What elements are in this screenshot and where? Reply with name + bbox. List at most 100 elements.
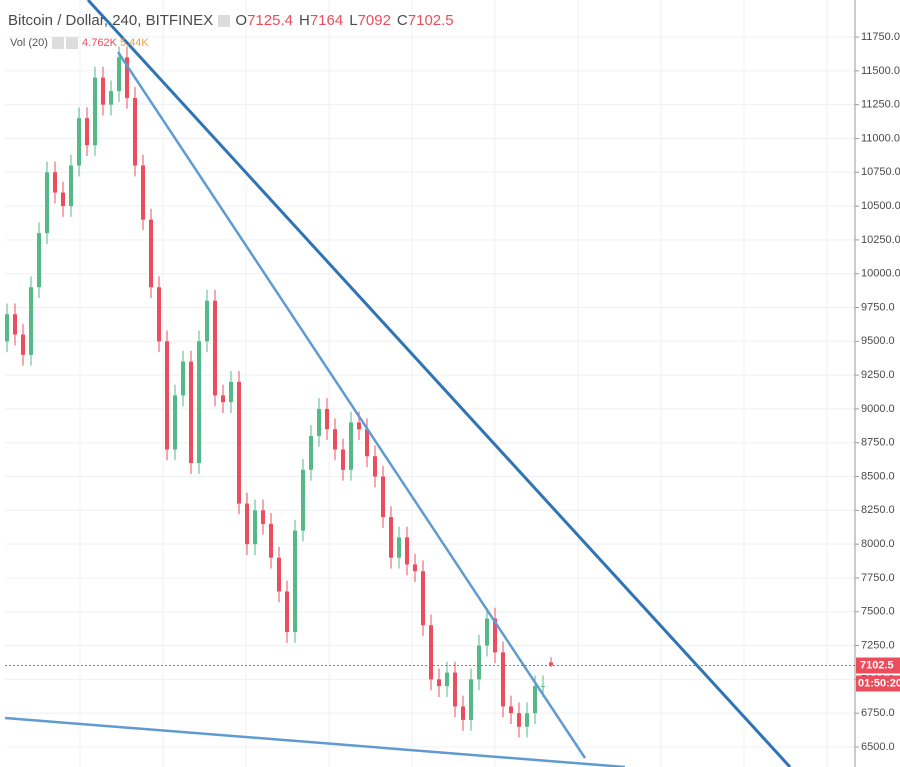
candle-body (317, 408, 321, 436)
candle-body (245, 503, 249, 545)
candle-body (453, 672, 457, 707)
candle-body (277, 557, 281, 592)
candle-body (77, 118, 81, 166)
candle-body (397, 537, 401, 558)
candle-body (341, 449, 345, 470)
candle-body (461, 706, 465, 720)
candle-body (365, 429, 369, 457)
candle-body (133, 97, 137, 166)
price-axis: 6500.06750.07000.07250.07500.07750.08000… (5, 31, 900, 753)
y-tick-label: 8000.0 (861, 538, 895, 550)
trend-line (4, 716, 626, 767)
candle-body (29, 287, 33, 355)
candle-body (173, 395, 177, 450)
y-tick-label: 8750.0 (861, 437, 895, 449)
y-tick-label: 10750.0 (861, 166, 900, 178)
candle-body (85, 118, 89, 146)
candle-body (125, 57, 129, 98)
volume-value: 4.762K (82, 37, 117, 49)
legend-value: 7164 (309, 12, 344, 29)
legend-key: H (298, 12, 310, 29)
y-tick-label: 10250.0 (861, 234, 900, 246)
legend-value: 7092 (357, 12, 391, 29)
candle-body (21, 334, 25, 355)
candle-body (413, 564, 417, 572)
trend-line (86, 0, 792, 767)
y-tick-label: 11750.0 (861, 31, 900, 43)
candle-body (469, 679, 473, 720)
candle-body (205, 300, 209, 342)
candle-body (45, 172, 49, 234)
candle-body (37, 233, 41, 288)
y-tick-label: 7500.0 (861, 606, 895, 618)
candle-body (373, 456, 377, 477)
y-tick-label: 8500.0 (861, 470, 895, 482)
candle-body (229, 381, 233, 403)
candle-body (309, 435, 313, 470)
candle-body (437, 679, 441, 687)
candle-body (149, 219, 153, 288)
candle-body (269, 523, 273, 558)
y-tick-label: 6750.0 (861, 707, 895, 719)
y-tick-label: 9250.0 (861, 369, 895, 381)
candle-body (117, 57, 121, 92)
candle-body (157, 287, 161, 342)
y-tick-label: 11000.0 (861, 132, 900, 144)
candle-body (61, 192, 65, 207)
candle-body (221, 395, 225, 403)
volume-name: Vol (20) (10, 37, 48, 49)
candle-body (429, 625, 433, 680)
header: Bitcoin / Dollar, 240, BITFINEX O7125.4 H… (8, 12, 460, 29)
candle-body (485, 618, 489, 646)
y-tick-label: 9750.0 (861, 301, 895, 313)
candle-body (325, 408, 329, 430)
legend-key: C (396, 12, 408, 29)
candles (5, 46, 553, 738)
candle-body (181, 361, 185, 396)
icon[interactable] (51, 37, 64, 50)
candle-body (109, 91, 113, 105)
volume-ma: 5.44K (119, 37, 149, 49)
candle-body (165, 341, 169, 450)
candle-body (197, 341, 201, 464)
y-tick-label: 10000.0 (861, 268, 900, 280)
candle-body (389, 517, 393, 558)
candle-body (509, 706, 513, 714)
candle-body (141, 165, 145, 220)
candle-body (101, 77, 105, 105)
candle-body (541, 686, 545, 688)
candle-body (189, 361, 193, 464)
candle-body (501, 652, 505, 707)
candle-body (525, 713, 529, 727)
candle-body (69, 165, 73, 207)
candle-body (253, 510, 257, 545)
candle-body (421, 571, 425, 626)
last-price-label: 7102.5 (860, 659, 894, 671)
candle-body (237, 381, 241, 504)
candle-body (5, 314, 9, 342)
y-tick-label: 9500.0 (861, 335, 895, 347)
candle-body (333, 429, 337, 450)
volume-legend: Vol (20) 4.762K 5.44K (10, 37, 149, 50)
last-price-tag (856, 657, 900, 674)
legend-key: O (235, 12, 248, 29)
candle-body (213, 300, 217, 396)
legend-value: 7102.5 (407, 12, 454, 29)
candle-body (293, 530, 297, 633)
y-tick-label: 10500.0 (861, 200, 900, 212)
y-tick-label: 6500.0 (861, 741, 895, 753)
candle-body (405, 537, 409, 565)
candle-body (549, 662, 553, 666)
candle-body (493, 618, 497, 653)
legend-key: L (349, 12, 358, 29)
symbol: Bitcoin / Dollar, 240, BITFINEX (8, 12, 214, 29)
candle-body (477, 645, 481, 680)
candle-body (285, 591, 289, 633)
candle-body (357, 422, 361, 430)
icon[interactable] (65, 37, 78, 50)
icon[interactable] (218, 15, 231, 28)
candle-body (349, 422, 353, 470)
ohlc-legend: O7125.4 H7164 L7092 C7102.5 (235, 12, 459, 29)
candle-body (13, 314, 17, 335)
